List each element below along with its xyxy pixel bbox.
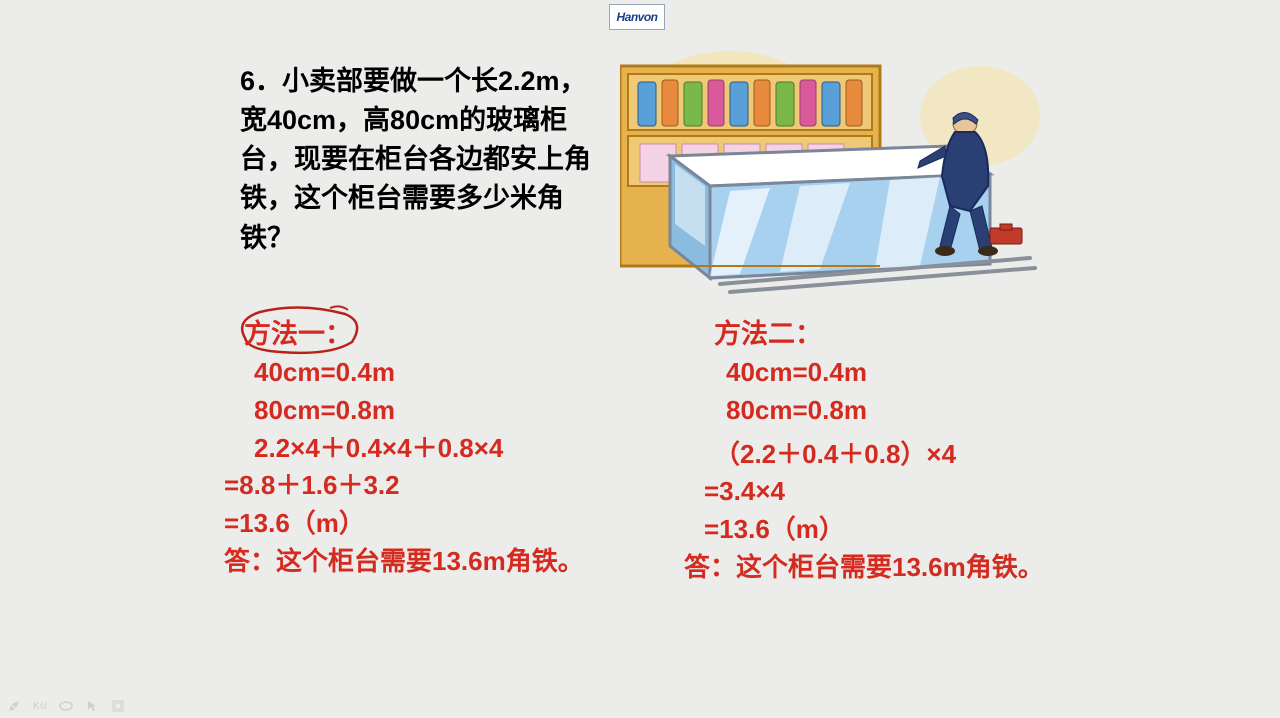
- method-1: 方法一： 40cm=0.4m 80cm=0.8m 2.2×4＋0.4×4＋0.8…: [244, 315, 584, 580]
- hanvon-logo: Hanvon: [609, 4, 665, 30]
- bottom-toolbar: Ksl: [6, 698, 126, 714]
- method1-title: 方法一：: [244, 315, 352, 354]
- method1-line-0: 40cm=0.4m: [254, 354, 584, 392]
- method2-line-1: 80cm=0.8m: [726, 392, 1044, 430]
- method2-title: 方法二：: [714, 315, 822, 354]
- shop-counter-illustration: [620, 46, 1040, 296]
- method2-answer: 答：这个柜台需要13.6m角铁。: [684, 549, 1044, 587]
- glass-counter: [670, 146, 990, 278]
- text-icon[interactable]: Ksl: [32, 698, 48, 714]
- method2-line-4: =13.6（m）: [704, 511, 1044, 549]
- method1-line-4: =13.6（m）: [224, 505, 584, 543]
- method-2: 方法二： 40cm=0.4m 80cm=0.8m （2.2＋0.4＋0.8）×4…: [714, 315, 1044, 586]
- eraser-icon[interactable]: [58, 698, 74, 714]
- method1-line-1: 80cm=0.8m: [254, 392, 584, 430]
- method2-line-0: 40cm=0.4m: [726, 354, 1044, 392]
- method2-line-2: （2.2＋0.4＋0.8）×4: [714, 436, 1044, 474]
- method1-answer: 答：这个柜台需要13.6m角铁。: [224, 543, 584, 581]
- method2-line-3: =3.4×4: [704, 473, 1044, 511]
- cursor-icon[interactable]: [84, 698, 100, 714]
- question-text: 6．小卖部要做一个长2.2m，宽40cm，高80cm的玻璃柜台，现要在柜台各边都…: [240, 62, 600, 258]
- page-icon[interactable]: [110, 698, 126, 714]
- method1-line-3: =8.8＋1.6＋3.2: [224, 467, 584, 505]
- method1-line-2: 2.2×4＋0.4×4＋0.8×4: [254, 430, 584, 468]
- pen-icon[interactable]: [6, 698, 22, 714]
